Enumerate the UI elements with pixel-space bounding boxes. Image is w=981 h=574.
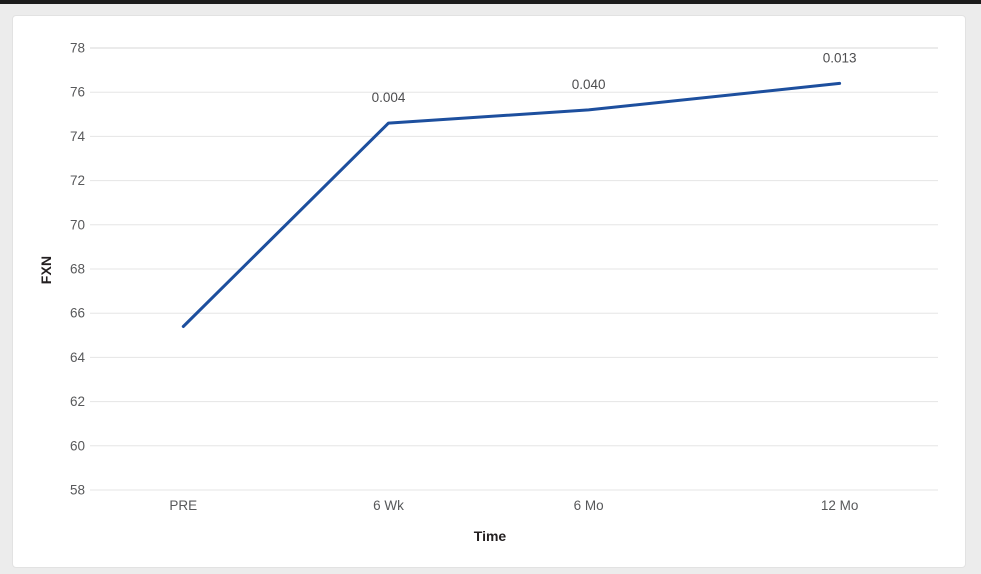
y-tick-label: 64 [70,350,86,365]
x-axis-title: Time [473,528,507,544]
y-tick-label: 62 [70,394,85,409]
window-top-bar [0,0,981,4]
x-tick-label: PRE [169,498,197,513]
y-axis-title: FXN [38,255,54,285]
y-tick-label: 70 [70,217,85,232]
x-tick-label: 12 Mo [821,498,859,513]
y-tick-label: 60 [70,438,85,453]
x-tick-label: 6 Wk [373,498,404,513]
y-tick-label: 66 [70,306,85,321]
y-tick-label: 74 [70,129,86,144]
y-tick-label: 76 [70,85,85,100]
point-annotation: 0.040 [572,77,606,92]
y-tick-label: 78 [70,41,85,56]
data-line [181,81,842,328]
y-tick-label: 58 [70,483,85,498]
point-annotation: 0.004 [372,90,406,105]
y-tick-label: 68 [70,262,85,277]
x-tick-label: 6 Mo [574,498,604,513]
point-annotation: 0.013 [823,50,857,65]
chart-card [12,15,966,568]
y-tick-label: 72 [70,173,85,188]
